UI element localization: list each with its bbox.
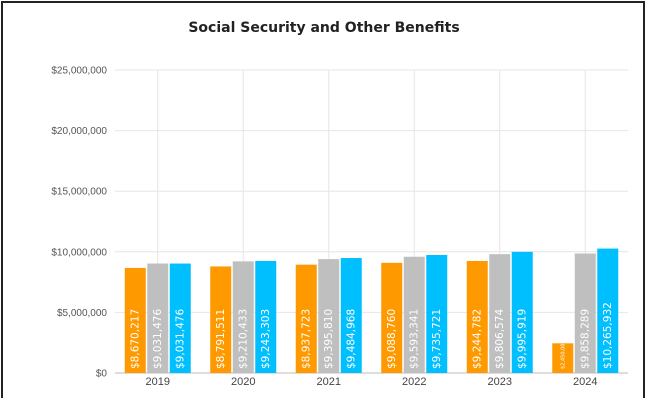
data-label: $9,484,968 (345, 309, 357, 369)
data-label: $9,395,810 (323, 309, 335, 369)
bar (426, 255, 448, 373)
data-label: $9,593,341 (408, 309, 420, 369)
bar (466, 260, 488, 373)
bar (597, 248, 619, 373)
bar (295, 264, 317, 373)
x-tick-label: 2019 (146, 376, 170, 388)
bar (340, 258, 362, 373)
x-tick-label: 2022 (402, 376, 426, 388)
data-label: $8,670,217 (129, 309, 141, 369)
y-tick-label: $0 (96, 369, 108, 380)
data-label: $9,031,476 (174, 309, 186, 369)
grid-lines (115, 69, 628, 374)
data-label: $9,243,303 (260, 309, 272, 369)
data-label: $10,265,932 (602, 302, 614, 369)
chart-title: Social Security and Other Benefits (188, 20, 460, 36)
bar (255, 260, 277, 373)
data-label: $9,735,721 (431, 309, 443, 369)
x-tick-label: 2023 (488, 376, 512, 388)
bar (511, 251, 533, 373)
x-tick-label: 2021 (317, 376, 341, 388)
y-tick-label: $25,000,000 (51, 66, 107, 77)
bar (574, 253, 596, 373)
data-label: $9,031,476 (152, 309, 164, 369)
bar (489, 254, 511, 373)
bar (210, 266, 232, 373)
bar (232, 261, 254, 373)
data-label: $9,995,919 (516, 309, 528, 369)
bar (318, 259, 340, 373)
x-tick-label: 2024 (573, 376, 597, 388)
bar (552, 343, 574, 373)
data-label: $9,806,574 (494, 309, 506, 369)
y-tick-label: $10,000,000 (51, 247, 107, 258)
x-tick-label: 2020 (231, 376, 255, 388)
data-label: $8,791,511 (215, 309, 227, 369)
bar (147, 263, 169, 373)
bar (381, 262, 403, 373)
data-label: $9,088,760 (386, 309, 398, 369)
bar (403, 256, 425, 373)
y-axis: $0 $5,000,000 $10,000,000 $15,000,000 $20,00… (51, 66, 107, 380)
data-label: $9,244,782 (471, 309, 483, 369)
x-axis: 2019 2020 2021 2022 2023 2024 (146, 376, 598, 388)
bar (124, 267, 146, 373)
bar (169, 263, 191, 373)
bars: $8,670,217 $9,031,476 $9,031,476 $8,791,511… (124, 248, 619, 373)
data-label: $8,937,723 (300, 309, 312, 369)
data-label: $9,858,289 (579, 309, 591, 369)
y-tick-label: $20,000,000 (51, 126, 107, 137)
y-tick-label: $5,000,000 (57, 308, 107, 319)
y-tick-label: $15,000,000 (51, 187, 107, 198)
data-label: $2,450,000 (560, 340, 566, 369)
data-label: $9,210,433 (237, 309, 249, 369)
